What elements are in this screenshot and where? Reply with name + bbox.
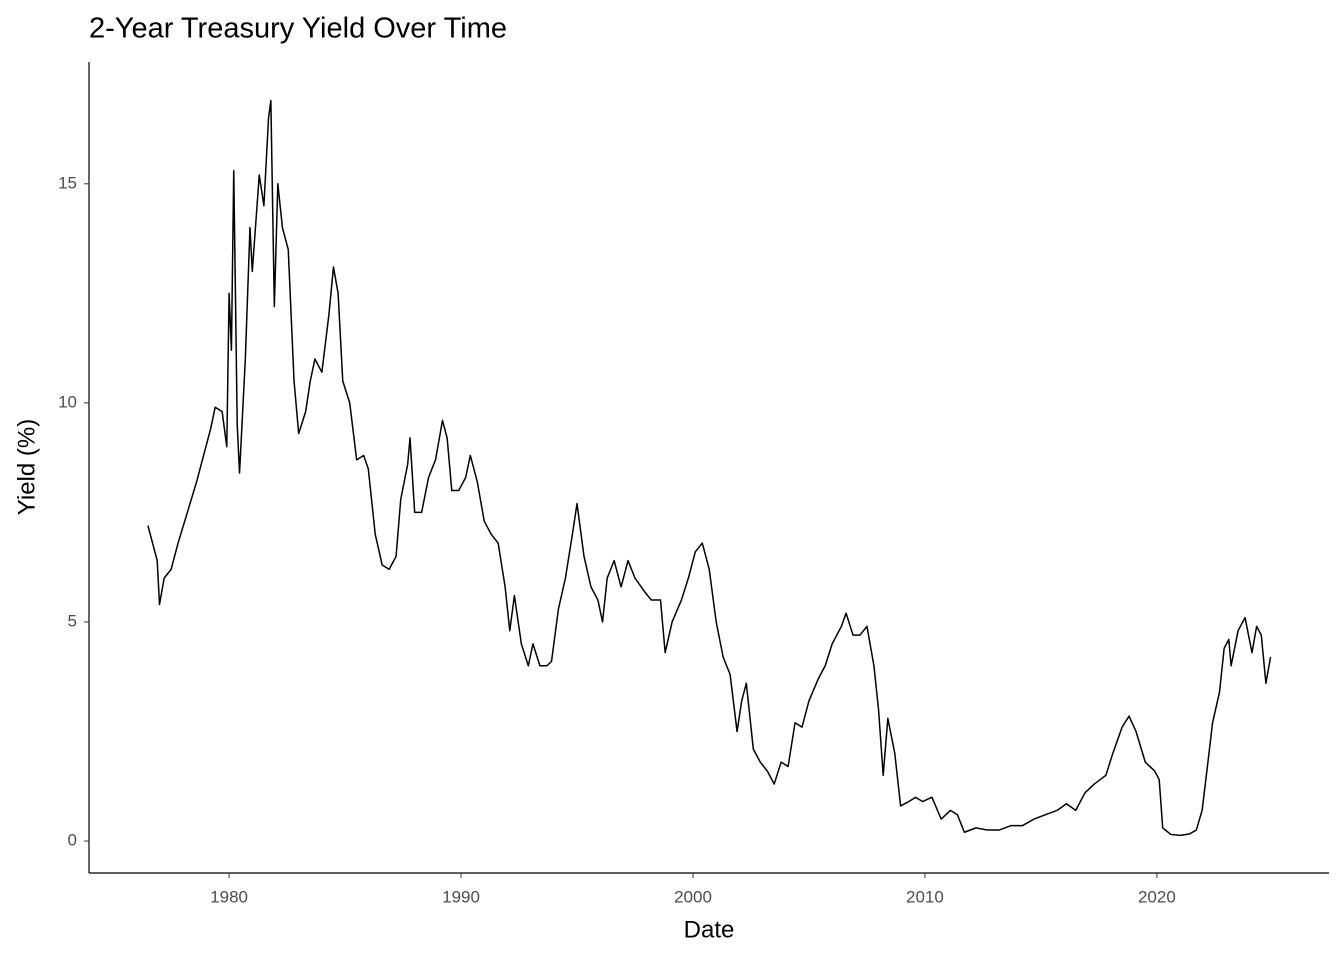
x-tick-label: 1990 — [442, 887, 480, 906]
x-axis-label: Date — [684, 916, 735, 943]
x-tick-label: 2020 — [1138, 887, 1176, 906]
y-tick-label: 10 — [58, 392, 77, 411]
x-tick-label: 1980 — [210, 887, 248, 906]
y-axis-label: Yield (%) — [13, 419, 40, 515]
y-tick-label: 5 — [68, 611, 77, 630]
x-tick-label: 2000 — [674, 887, 712, 906]
y-tick-label: 0 — [68, 831, 77, 850]
y-tick-label: 15 — [58, 173, 77, 192]
x-tick-label: 2010 — [906, 887, 944, 906]
chart-title: 2-Year Treasury Yield Over Time — [89, 13, 507, 45]
yield-line — [147, 99, 1272, 837]
